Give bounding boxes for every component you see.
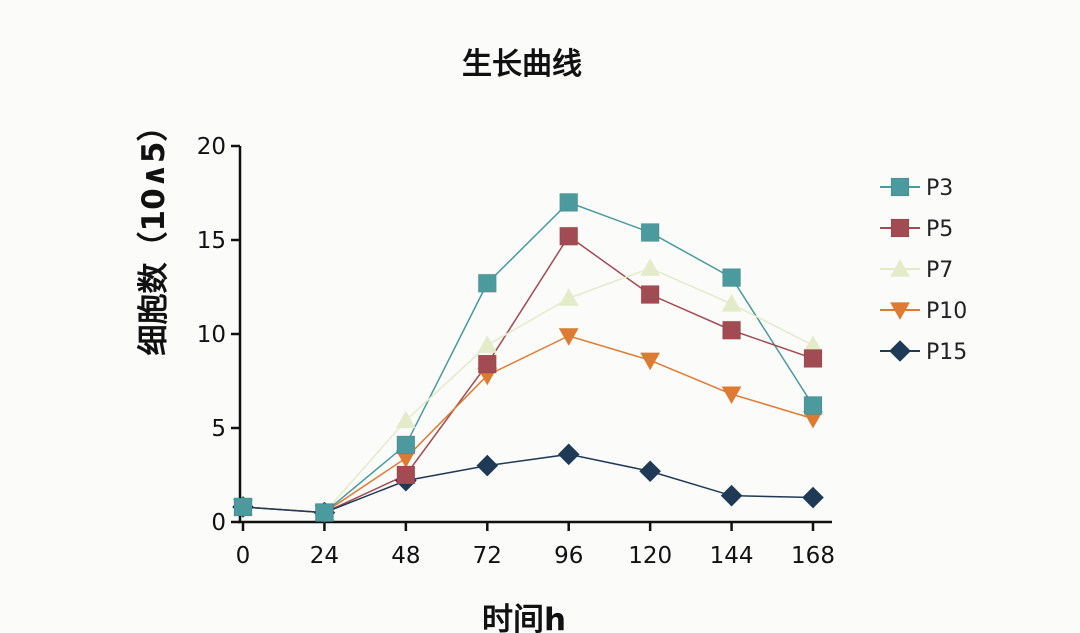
x-tick-label: 48 bbox=[391, 543, 420, 569]
point-p3 bbox=[477, 273, 497, 293]
point-p3 bbox=[559, 192, 579, 212]
x-tick-label: 72 bbox=[473, 543, 502, 569]
point-p10 bbox=[558, 328, 579, 346]
legend-label-p15: P15 bbox=[926, 340, 967, 365]
point-p5 bbox=[559, 226, 579, 246]
y-ticks: 0 5 10 15 20 bbox=[197, 134, 240, 536]
x-axis-label: 时间h bbox=[482, 602, 566, 633]
legend-label-p3: P3 bbox=[926, 176, 953, 201]
series-markers bbox=[232, 192, 824, 524]
legend-marker-p10 bbox=[890, 302, 910, 320]
legend-marker-p5 bbox=[890, 218, 910, 238]
x-ticks: 0 24 48 72 96 120 144 168 bbox=[236, 522, 835, 569]
series-line-p10 bbox=[242, 335, 814, 514]
y-tick-label: 0 bbox=[211, 510, 226, 536]
x-tick-label: 168 bbox=[791, 543, 835, 569]
point-p10 bbox=[640, 352, 661, 371]
point-p10 bbox=[803, 410, 823, 429]
point-p7 bbox=[477, 335, 498, 353]
point-p7 bbox=[395, 410, 416, 429]
y-tick-label: 20 bbox=[197, 134, 226, 160]
legend: P3 P5 P7 P10 P15 bbox=[880, 176, 967, 365]
x-tick-label: 24 bbox=[310, 543, 339, 569]
point-p15 bbox=[557, 443, 580, 466]
point-p5 bbox=[722, 320, 742, 340]
point-p7 bbox=[803, 335, 823, 353]
series-line-p3 bbox=[242, 201, 814, 514]
point-p5 bbox=[396, 465, 416, 485]
point-p3 bbox=[314, 503, 334, 523]
chart-title: 生长曲线 bbox=[462, 47, 582, 82]
series-line-p15 bbox=[242, 453, 814, 514]
point-p15 bbox=[720, 484, 743, 507]
point-p7 bbox=[558, 288, 579, 306]
legend-label-p7: P7 bbox=[926, 258, 953, 283]
y-axis-label: 细胞数（10∧5） bbox=[136, 111, 172, 356]
point-p15 bbox=[639, 460, 661, 483]
point-p10 bbox=[395, 450, 416, 468]
y-tick-label: 15 bbox=[197, 228, 226, 254]
point-p15 bbox=[476, 454, 499, 477]
x-tick-label: 144 bbox=[710, 543, 754, 569]
point-p3 bbox=[803, 395, 823, 415]
legend-marker-p3 bbox=[890, 177, 910, 197]
series-lines bbox=[242, 201, 814, 514]
point-p3 bbox=[396, 435, 416, 455]
point-p7 bbox=[721, 294, 742, 312]
point-p7 bbox=[640, 258, 661, 276]
point-p5 bbox=[803, 348, 823, 368]
point-p15 bbox=[802, 486, 824, 509]
legend-label-p5: P5 bbox=[926, 217, 953, 242]
point-p3 bbox=[722, 268, 742, 288]
x-tick-label: 120 bbox=[628, 543, 672, 569]
legend-label-p10: P10 bbox=[926, 299, 967, 324]
y-tick-label: 5 bbox=[211, 416, 226, 442]
point-p3 bbox=[640, 222, 660, 242]
y-tick-label: 10 bbox=[197, 322, 226, 348]
legend-marker-p7 bbox=[890, 259, 910, 277]
point-p5 bbox=[640, 285, 660, 305]
point-p10 bbox=[721, 386, 742, 405]
series-line-p5 bbox=[242, 235, 814, 514]
legend-marker-p15 bbox=[889, 340, 911, 362]
point-p5 bbox=[477, 354, 497, 374]
series-line-p7 bbox=[242, 267, 814, 514]
x-tick-label: 96 bbox=[554, 543, 583, 569]
point-p3 bbox=[233, 497, 253, 517]
x-tick-label: 0 bbox=[236, 543, 251, 569]
